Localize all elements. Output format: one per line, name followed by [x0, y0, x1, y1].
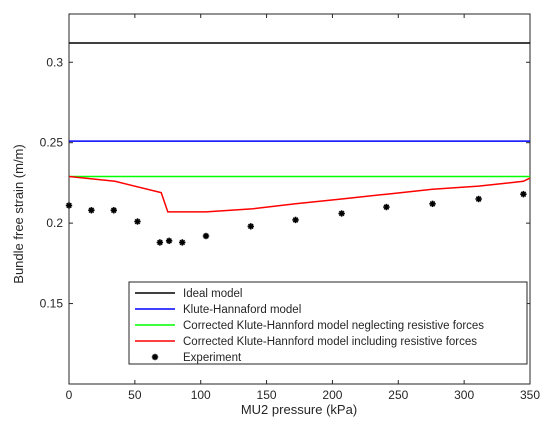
experiment-marker-stroke [88, 207, 95, 214]
experiment-point [292, 216, 299, 224]
x-tick-label: 300 [454, 388, 474, 402]
experiment-marker-stroke [429, 200, 436, 207]
experiment-marker-stroke [203, 233, 209, 239]
x-tick-label: 100 [191, 388, 211, 402]
experiment-point [165, 237, 173, 245]
x-tick-label: 0 [66, 388, 73, 402]
plot-frame [68, 13, 531, 385]
x-tick-label: 50 [128, 388, 142, 402]
experiment-point [110, 207, 117, 214]
x-tick-label: 150 [257, 388, 277, 402]
experiment-marker-stroke [247, 223, 254, 230]
experiment-point [88, 207, 95, 214]
x-tick-label: 200 [322, 388, 342, 402]
experiment-marker-stroke [179, 239, 186, 246]
y-tick-label: 0.2 [46, 216, 63, 230]
legend-entry: Ideal model [183, 288, 242, 300]
experiment-marker-stroke [110, 207, 117, 214]
legend: Ideal model Klute-Hannaford model Correcte… [128, 281, 528, 365]
x-tick-label: 350 [520, 388, 540, 402]
experiment-marker-stroke [66, 202, 72, 209]
y-axis-label: Bundle free strain (m/m) [11, 144, 26, 283]
axis-ticks: 0 50 100 150 200 250 300 350 0.15 0.2 0.25 0.3 [40, 14, 540, 402]
experiment-point [179, 239, 186, 246]
experiment-marker-stroke [152, 354, 158, 360]
experiment-marker-stroke [520, 191, 527, 198]
legend-entry: Experiment [183, 352, 242, 364]
experiment-point [383, 203, 390, 211]
legend-box [128, 281, 528, 365]
experiment-point [65, 202, 73, 209]
series-line-3 [68, 175, 531, 213]
series-group [65, 42, 531, 246]
x-tick-label: 250 [388, 388, 408, 402]
y-tick-label: 0.15 [40, 297, 64, 311]
experiment-point [338, 210, 345, 217]
experiment-marker-stroke [166, 237, 172, 244]
experiment-marker-stroke [383, 204, 390, 210]
experiment-point [156, 239, 164, 246]
x-axis-label: MU2 pressure (kPa) [241, 402, 357, 417]
y-tick-label: 0.3 [46, 55, 63, 69]
experiment-marker-stroke [292, 217, 299, 223]
experiment-point [134, 218, 141, 225]
experiment-point [520, 190, 527, 198]
experiment-marker-stroke [338, 210, 345, 217]
y-tick-label: 0.25 [40, 136, 64, 150]
legend-entry: Corrected Klute-Hannford model neglectin… [183, 320, 484, 332]
experiment-point [202, 232, 210, 240]
legend-entry: Klute-Hannaford model [183, 304, 301, 316]
experiment-marker-stroke [157, 239, 163, 246]
legend-entry: Corrected Klute-Hannford model including… [183, 336, 477, 348]
experiment-point [429, 200, 436, 208]
experiment-point [247, 223, 254, 230]
legend-swatch [151, 353, 159, 361]
experiment-marker-stroke [475, 196, 482, 202]
experiment-point [475, 195, 482, 203]
experiment-marker-stroke [134, 218, 141, 225]
